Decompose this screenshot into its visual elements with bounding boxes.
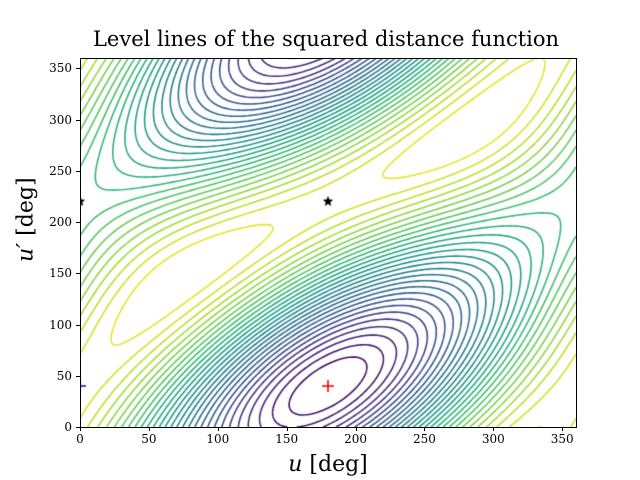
y-tick-label: 300 [49, 112, 72, 127]
x-tick-label: 150 [275, 432, 299, 446]
x-tick [562, 427, 564, 431]
x-tick-label: 350 [550, 432, 574, 446]
x-axis-unit: [deg] [309, 452, 368, 477]
y-tick [76, 170, 80, 172]
y-tick-label: 150 [49, 266, 72, 281]
y-axis-unit: [deg] [13, 177, 39, 236]
y-tick-label: 200 [49, 215, 72, 229]
y-tick [76, 68, 80, 70]
y-tick [76, 375, 80, 377]
y-tick-label: 350 [49, 61, 72, 76]
y-tick [76, 119, 80, 121]
y-tick [76, 222, 80, 223]
x-axis-label: u [deg] [0, 452, 640, 477]
y-tick-label: 250 [49, 163, 72, 178]
x-tick-label: 200 [344, 432, 367, 446]
contour-plot-area [80, 58, 576, 427]
x-tick [217, 427, 219, 431]
y-tick-label: 50 [56, 368, 72, 383]
x-tick [355, 427, 357, 431]
y-tick-label: 100 [49, 317, 72, 332]
x-tick [80, 427, 81, 431]
x-tick-label: 0 [76, 432, 84, 446]
y-tick-label: 0 [64, 420, 72, 434]
y-tick [76, 273, 80, 275]
x-tick [493, 427, 495, 431]
x-tick [286, 427, 288, 431]
chart-title: Level lines of the squared distance func… [92, 27, 560, 51]
x-tick [424, 427, 426, 431]
x-axis-variable: u [288, 452, 303, 477]
x-tick-label: 100 [206, 432, 230, 446]
x-tick [148, 427, 150, 431]
y-axis-label: u′ [deg] [13, 177, 39, 262]
x-tick-label: 50 [141, 432, 157, 446]
x-tick-label: 300 [481, 432, 505, 446]
y-tick [76, 427, 80, 428]
y-tick [76, 324, 80, 326]
y-axis-variable: u′ [13, 242, 39, 262]
x-tick-label: 250 [412, 432, 436, 446]
